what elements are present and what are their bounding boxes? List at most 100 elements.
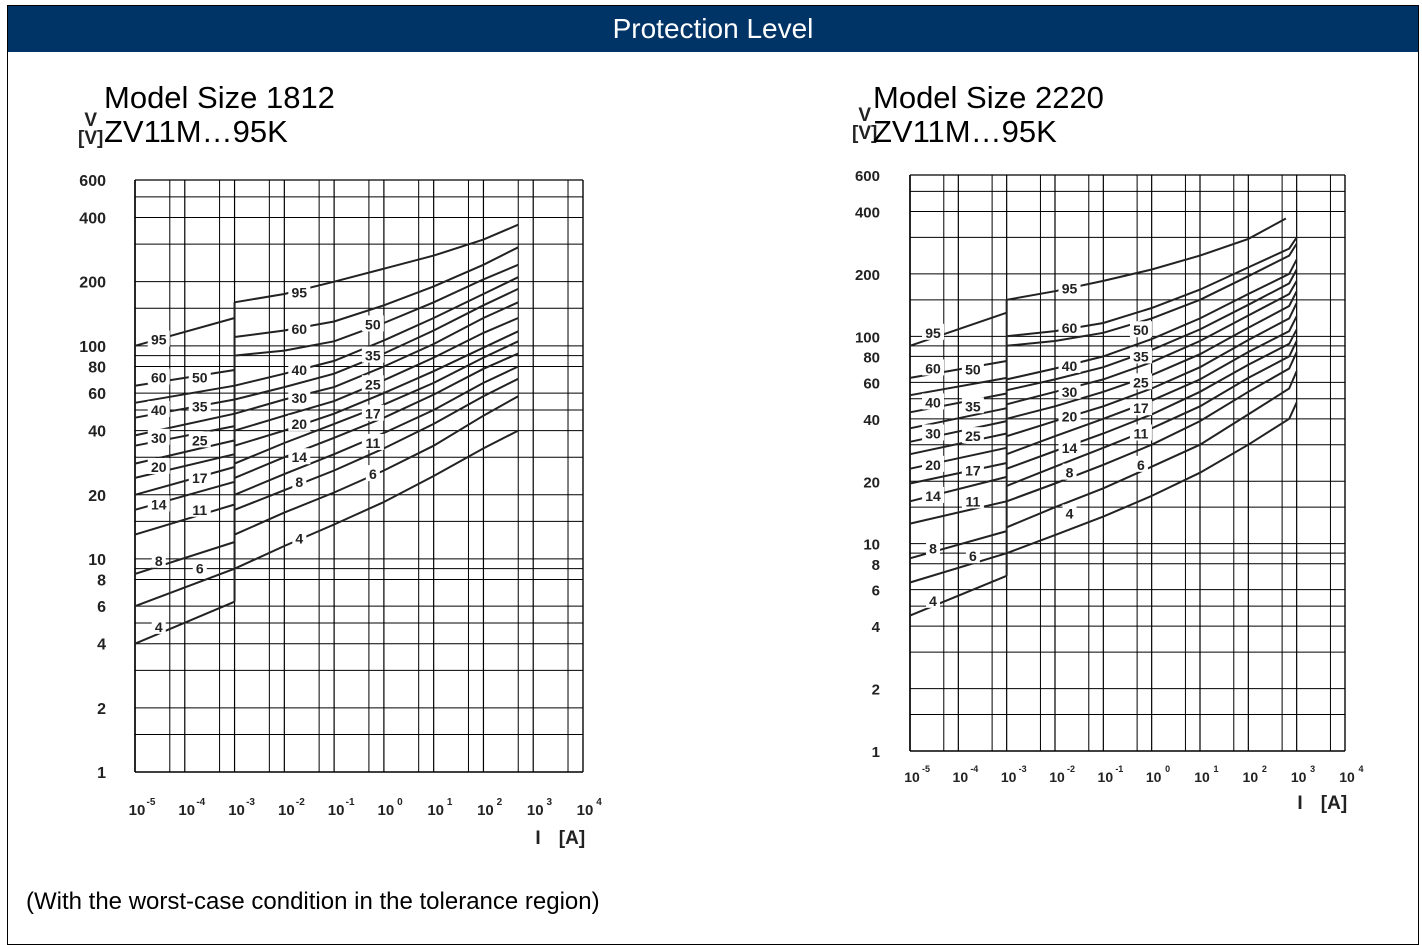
chart-2-series-4-high	[1006, 401, 1298, 555]
chart-1-series-label-bg	[288, 448, 311, 465]
chart-2-series-label-bg	[1058, 438, 1081, 455]
chart-1-series-label: 50	[192, 370, 208, 386]
chart-2-series-label-bg	[961, 427, 984, 444]
chart-2-xtick-label: 10	[1243, 769, 1259, 785]
chart-1-series-label: 8	[155, 553, 163, 569]
chart-1-series-label-bg	[147, 428, 170, 445]
chart-2-series-label-bg	[1129, 399, 1152, 416]
chart-2-series-label: 8	[1066, 465, 1074, 481]
chart-2-series-label-bg	[1058, 318, 1081, 335]
chart-2-xtick-exponent: 2	[1262, 764, 1267, 774]
chart-2-series-label-bg	[1058, 407, 1081, 424]
chart-1-series-30-high	[234, 301, 519, 415]
chart-1-series-label: 20	[292, 416, 308, 432]
chart-2-series-label: 40	[1062, 358, 1078, 374]
chart-1-series-60-high	[234, 246, 519, 338]
chart-2-series-label: 20	[1062, 409, 1078, 425]
chart-2-series-17-high	[1006, 315, 1298, 456]
chart-1-ytick-label: 20	[88, 488, 106, 505]
chart-2-ytick-label: 600	[855, 168, 880, 185]
chart-2-series-label: 17	[965, 463, 981, 479]
chart-1-series-label: 60	[151, 370, 167, 386]
chart-2-series-4-low	[909, 574, 1008, 617]
chart-1-series-label-bg	[188, 431, 211, 448]
chart-1-series-11-low	[134, 503, 235, 536]
banner-title: Protection Level	[8, 6, 1418, 52]
chart-1-series-label-bg	[147, 368, 170, 385]
chart-1-xtick-exponent: -1	[346, 797, 355, 808]
chart-2-series-6-low	[909, 552, 1007, 584]
chart-1-ytick-label: 1	[97, 765, 106, 782]
chart-1-xtick-label: 10	[378, 802, 395, 819]
chart-1-series-label-bg	[188, 397, 211, 414]
chart-1-ytick-label: 60	[88, 386, 106, 403]
chart-2-xtick-exponent: 3	[1310, 764, 1315, 774]
chart-1-series-label: 25	[365, 376, 381, 392]
chart-1-series-label-bg	[192, 559, 207, 576]
chart-1-xtick-label: 10	[178, 802, 195, 819]
chart-2-series-label: 60	[1062, 320, 1078, 336]
chart-1-series-label: 50	[365, 316, 381, 332]
chart-2-ytick-label: 10	[863, 537, 880, 554]
chart-2-series-label-bg	[1058, 382, 1081, 399]
chart-1-series-95-high	[234, 223, 519, 304]
chart-1-series-6-low	[134, 567, 235, 608]
chart-1-xtick-label: 10	[527, 802, 544, 819]
chart-1-series-label: 60	[292, 321, 308, 337]
chart-1-ytick-label: 600	[79, 173, 106, 190]
chart-1-xtick-label: 10	[129, 802, 146, 819]
chart-2-series-label-bg	[1129, 373, 1152, 390]
chart-2-ylabel-unit: [V]	[852, 123, 878, 144]
chart-1-xtick-exponent: 1	[447, 797, 453, 808]
chart-2-xtick-label: 10	[1098, 769, 1114, 785]
chart-1-ytick-label: 2	[97, 701, 106, 718]
chart-1-series-label: 35	[192, 398, 208, 414]
chart-1-series-label: 4	[155, 619, 163, 635]
chart-2-series-95-high	[1006, 217, 1287, 301]
chart-1-series-label: 11	[192, 502, 207, 518]
chart-1-series-label: 6	[369, 466, 377, 482]
chart-2-series-label: 4	[1066, 505, 1074, 521]
chart-1-series-label: 25	[192, 432, 208, 448]
chart-1-series-20-high	[234, 330, 519, 447]
chart-1-series-label-bg	[151, 617, 166, 634]
chart-1-title: Model Size 1812 ZV11M…95K	[104, 81, 335, 149]
chart-1-series-label: 14	[292, 449, 308, 465]
chart-1-ytick-label: 8	[97, 573, 106, 590]
chart-2-series-35-high	[1006, 269, 1298, 392]
chart-1-series-label-bg	[188, 468, 211, 485]
chart-2-series-label-bg	[1058, 356, 1081, 373]
chart-2-xtick-label: 10	[1049, 769, 1065, 785]
chart-1-xtick-exponent: 3	[546, 797, 552, 808]
chart-1-xtick-label: 10	[477, 802, 494, 819]
chart-1-series-label: 30	[151, 430, 167, 446]
chart-1-series-label-bg	[188, 500, 211, 517]
chart-2-ytick-label: 1	[872, 744, 880, 761]
chart-1-xtick-label: 10	[328, 802, 345, 819]
chart-1-series-6-high	[234, 395, 519, 536]
chart-1-ytick-label: 6	[97, 599, 106, 616]
chart-2-series-label: 25	[1133, 374, 1149, 390]
chart-2-series-label: 4	[929, 593, 937, 609]
chart-1-ytick-label: 100	[79, 339, 106, 356]
chart-2-series-label-bg	[922, 359, 945, 376]
chart-1-xtick-exponent: -4	[196, 797, 205, 808]
chart-2-series-8-high	[1006, 351, 1298, 503]
chart-2-series-label: 95	[925, 325, 941, 341]
chart-2-title: Model Size 2220 ZV11M…95K	[873, 81, 1104, 149]
chart-2-series-label-bg	[965, 547, 980, 564]
chart-2-ytick-label: 4	[872, 619, 881, 636]
chart-1-series-label-bg	[292, 529, 307, 546]
chart-2-series-label-bg	[922, 455, 945, 472]
chart-2-xtick-exponent: 4	[1358, 764, 1363, 774]
chart-2-series-label-bg	[922, 424, 945, 441]
chart-1-series-label: 4	[295, 530, 303, 546]
chart-2-series-label: 40	[925, 394, 941, 410]
chart-2-xtick-exponent: -4	[970, 764, 978, 774]
chart-2-series-label: 14	[1062, 440, 1078, 456]
chart-2-xtick-exponent: 0	[1165, 764, 1170, 774]
chart-1-series-label: 30	[292, 390, 308, 406]
chart-2-series-label: 30	[1062, 384, 1078, 400]
chart-1-xtick-label: 10	[577, 802, 594, 819]
